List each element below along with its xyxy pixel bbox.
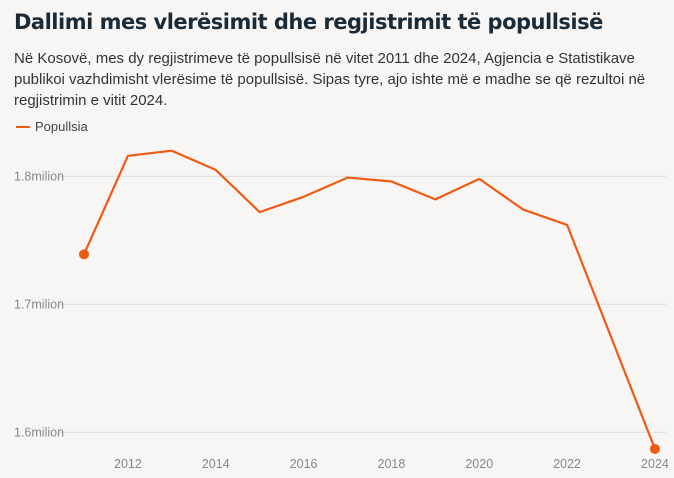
x-tick-label: 2024 bbox=[641, 457, 669, 471]
data-point bbox=[649, 443, 660, 454]
x-tick-label: 2012 bbox=[114, 457, 142, 471]
y-tick-label: 1.7milion bbox=[14, 297, 64, 311]
legend-label: Popullsia bbox=[35, 119, 88, 134]
x-tick-label: 2022 bbox=[553, 457, 581, 471]
legend: Popullsia bbox=[16, 119, 88, 134]
series-line-popullsia bbox=[82, 149, 656, 450]
chart-subtitle: Në Kosovë, mes dy regjistrimeve të popul… bbox=[14, 50, 646, 109]
x-tick-label: 2014 bbox=[202, 457, 230, 471]
x-tick-label: 2018 bbox=[378, 457, 406, 471]
legend-swatch bbox=[16, 125, 30, 128]
x-tick-label: 2020 bbox=[465, 457, 493, 471]
chart-title: Dallimi mes vlerësimit dhe regjistrimit … bbox=[14, 10, 603, 34]
y-tick-label: 1.6milion bbox=[14, 425, 64, 439]
data-point bbox=[79, 249, 89, 260]
y-tick-label: 1.8milion bbox=[14, 169, 64, 183]
x-tick-label: 2016 bbox=[290, 457, 318, 471]
